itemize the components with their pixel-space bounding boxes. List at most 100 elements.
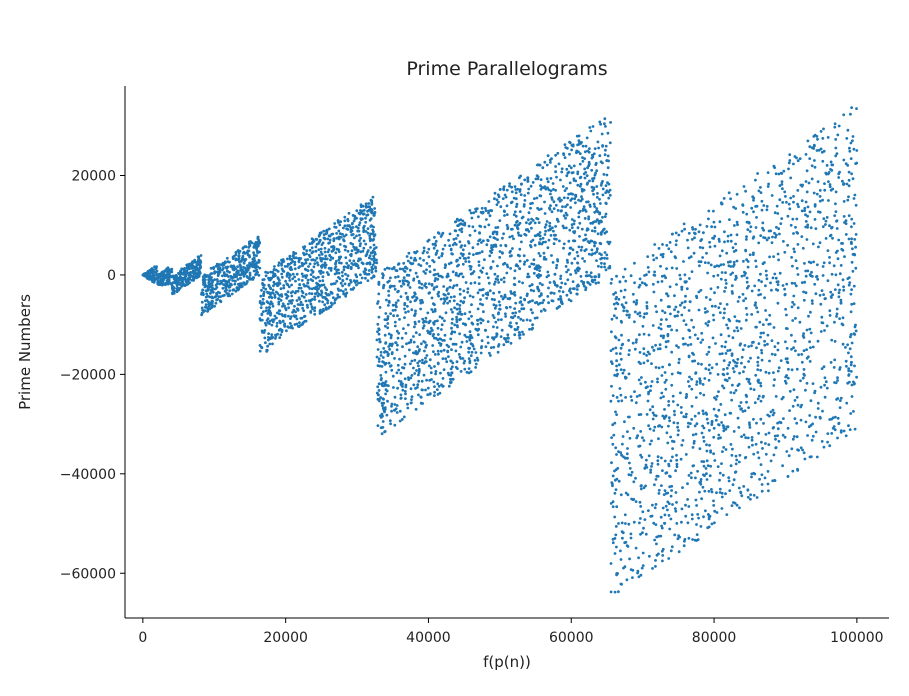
scatter-point [183,270,187,273]
scatter-point [758,320,762,324]
scatter-point [286,257,289,261]
scatter-point [336,293,340,297]
scatter-point [378,340,382,344]
scatter-point [792,195,795,198]
scatter-point [597,219,601,223]
scatter-point [695,422,699,426]
scatter-point [761,447,764,450]
scatter-point [489,346,493,349]
scatter-point [541,166,545,170]
scatter-point [801,246,805,250]
scatter-point [216,297,220,301]
scatter-point [356,250,360,254]
scatter-point [398,267,402,271]
scatter-point [539,187,543,191]
scatter-point [328,241,331,245]
scatter-point [278,319,282,323]
scatter-point [764,284,767,288]
scatter-point [529,288,533,292]
scatter-point [278,279,281,282]
scatter-point [498,256,502,259]
scatter-point [323,246,327,250]
scatter-point [583,238,587,242]
scatter-point [481,266,485,270]
scatter-point [579,182,583,186]
scatter-point [242,270,246,274]
scatter-point [515,263,518,267]
scatter-point [631,576,634,579]
scatter-point [703,489,707,493]
scatter-point [308,292,311,295]
scatter-point [593,240,596,244]
scatter-point [337,268,340,272]
scatter-point [609,562,613,565]
scatter-point [434,370,438,373]
scatter-point [499,335,503,338]
scatter-point [536,163,539,167]
scatter-point [467,371,471,375]
scatter-point [490,244,493,247]
scatter-point [438,337,442,341]
scatter-point [660,456,663,460]
scatter-point [454,349,458,353]
scatter-point [603,122,606,126]
scatter-point [759,417,763,421]
scatter-point [327,273,330,276]
scatter-point [497,281,500,284]
scatter-point [436,382,440,386]
scatter-point [291,326,294,330]
scatter-point [777,439,781,443]
scatter-point [413,291,416,295]
scatter-point [531,299,534,303]
scatter-point [196,275,200,279]
scatter-point [587,252,591,256]
scatter-point [215,264,219,268]
scatter-point [703,261,707,264]
scatter-point [653,483,656,487]
scatter-point [735,233,739,237]
scatter-point [417,364,420,368]
scatter-point [416,275,419,279]
scatter-point [404,331,408,335]
scatter-point [599,202,602,205]
scatter-point [578,152,582,156]
scatter-point [373,233,377,237]
scatter-point [248,254,251,257]
scatter-point [846,343,849,347]
scatter-point [228,270,231,274]
scatter-point [578,267,581,271]
scatter-point [730,504,734,507]
scatter-point [834,202,837,206]
scatter-point [326,293,330,297]
scatter-point [792,303,796,306]
scatter-point [527,211,531,215]
scatter-point [390,368,394,372]
scatter-point [743,270,746,274]
scatter-point [774,446,778,449]
scatter-point [422,246,426,250]
scatter-point [412,278,415,282]
scatter-point [593,147,597,151]
scatter-point [309,310,313,313]
scatter-point [641,436,644,440]
scatter-point [750,438,754,442]
scatter-point [387,304,390,307]
scatter-point [563,189,567,193]
scatter-point [504,244,508,248]
scatter-point [705,472,708,475]
scatter-point [748,421,751,425]
scatter-point [839,301,843,304]
scatter-point [746,488,750,492]
scatter-point [286,262,290,266]
scatter-point [292,308,296,312]
scatter-point [591,221,595,225]
scatter-point [663,371,667,374]
scatter-point [755,346,758,350]
scatter-point [647,333,651,337]
scatter-point [513,283,517,287]
scatter-point [691,433,695,437]
scatter-point [212,287,215,291]
scatter-point [338,223,342,227]
scatter-point [802,332,805,336]
scatter-point [467,357,471,361]
